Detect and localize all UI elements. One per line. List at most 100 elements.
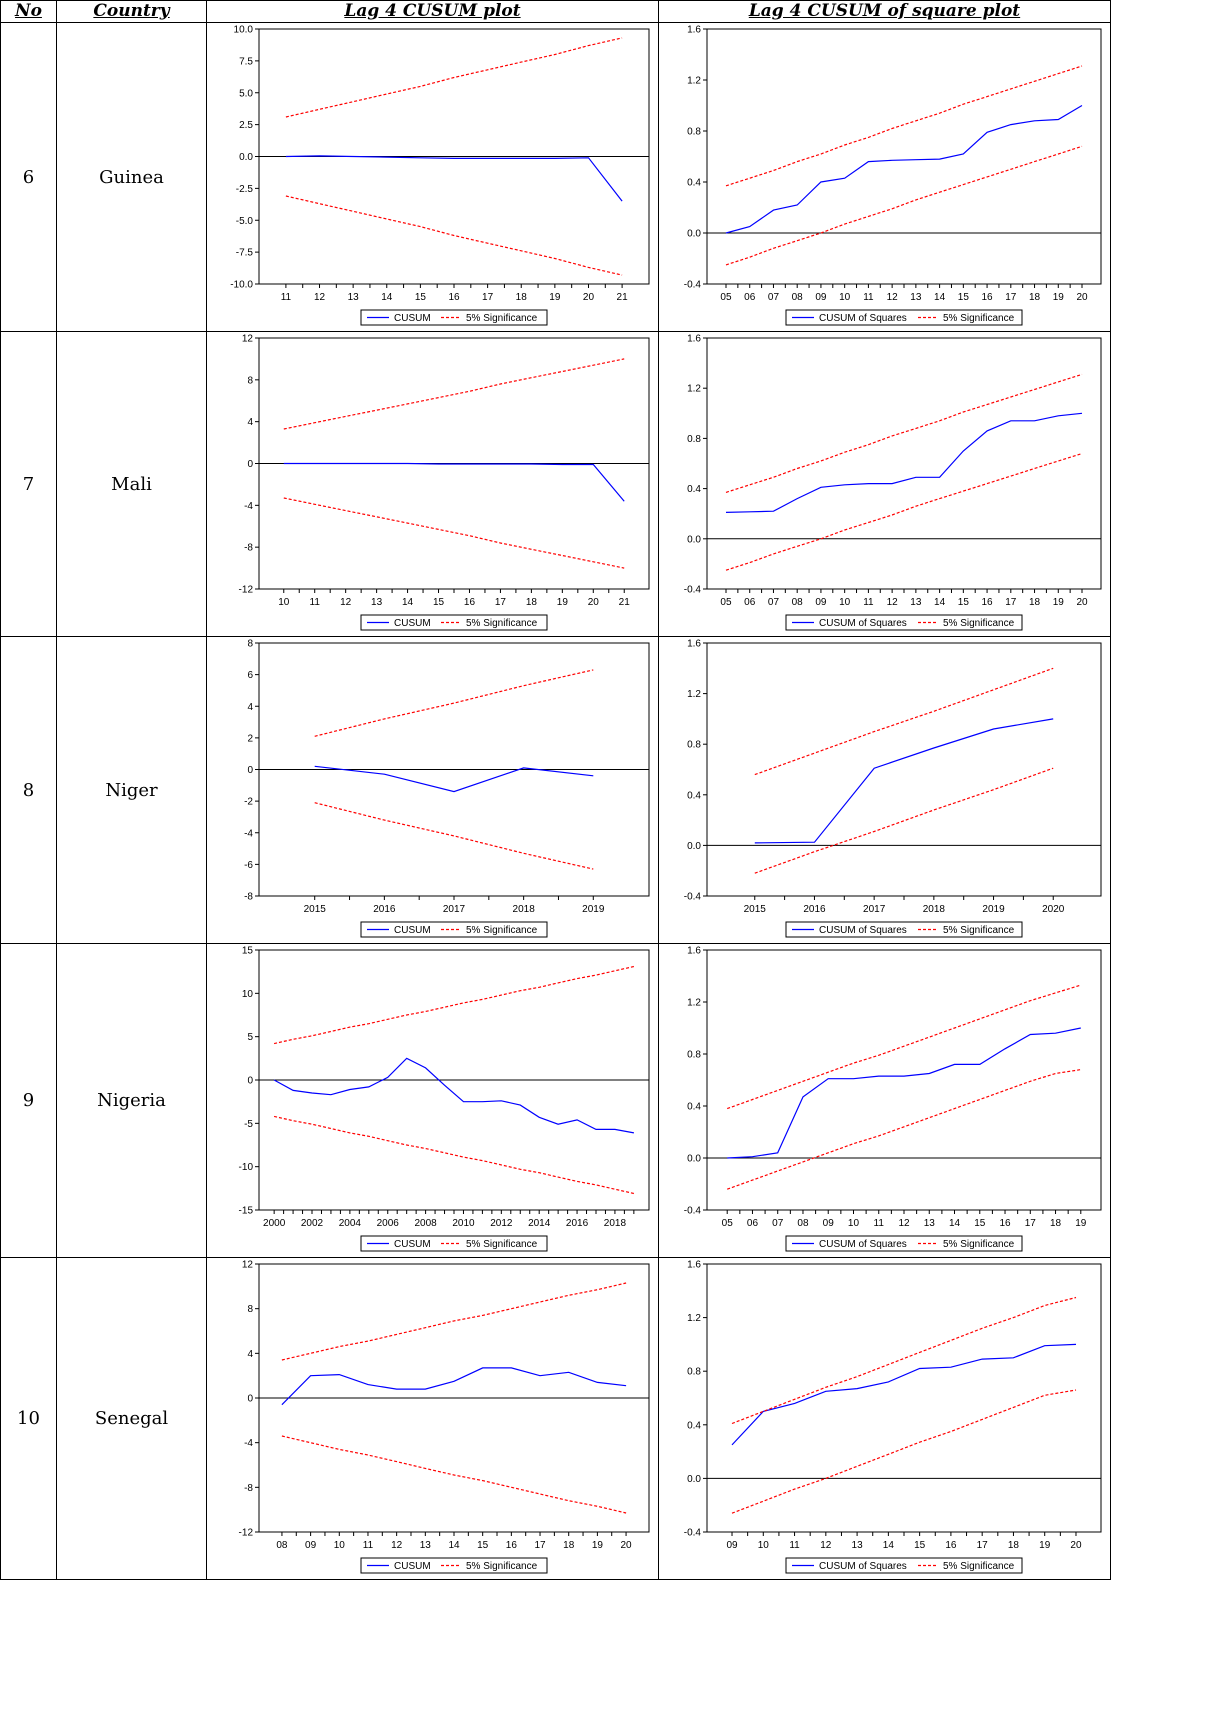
y-tick-label: 0.4 (687, 178, 701, 189)
lower-significance-line (281, 1435, 627, 1514)
lower-significance-line (725, 452, 1083, 571)
x-tick-label: 19 (1075, 1218, 1087, 1229)
x-tick-label: 10 (334, 1540, 346, 1551)
cusum-series-line (754, 718, 1054, 844)
table-row: 9 Nigeria 15 10 5 0 -5 -10 -15 2000 2002 2004 2006 20… (0, 943, 1111, 1258)
x-tick-label: 18 (1008, 1540, 1020, 1551)
x-tick-label: 10 (839, 597, 851, 608)
y-tick-label: -10.0 (230, 280, 253, 291)
x-tick-label: 09 (726, 1540, 738, 1551)
y-tick-label: -4 (244, 1438, 253, 1449)
x-tick-label: 17 (1005, 292, 1017, 303)
y-tick-label: 0.0 (687, 841, 701, 852)
x-tick-label: 11 (874, 1218, 885, 1229)
header-no: No (0, 0, 57, 23)
y-tick-label: 12 (242, 1260, 254, 1271)
y-tick-label: 0.4 (687, 1420, 701, 1431)
x-tick-label: 06 (744, 292, 756, 303)
y-tick-label: -4 (244, 828, 253, 839)
y-tick-label: 0.0 (687, 534, 701, 545)
upper-significance-line (314, 669, 594, 737)
x-tick-label: 17 (534, 1540, 546, 1551)
x-tick-label: 15 (415, 292, 427, 303)
y-tick-label: -2 (244, 797, 253, 808)
x-tick-label: 19 (592, 1540, 604, 1551)
x-tick-label: 05 (720, 292, 732, 303)
cusum-square-chart: 1.6 1.2 0.8 0.4 0.0 -0.4 05 06 07 08 09 10 11 12 13 14 1… (684, 946, 1102, 1252)
plot-frame (706, 337, 1102, 590)
row-number: 6 (0, 22, 57, 332)
cusum-chart: 15 10 5 0 -5 -10 -15 2000 2002 2004 2006 2008 2010 20… (239, 946, 650, 1252)
y-tick-label: 5 (247, 1032, 253, 1043)
cusum-chart: 10.0 7.5 5.0 2.5 0.0 -2.5 -5.0 -7.5 -10.0 11 12 13 1… (230, 25, 650, 326)
x-tick-label: 07 (768, 292, 780, 303)
x-tick-label: 19 (1039, 1540, 1051, 1551)
x-tick-label: 10 (839, 292, 851, 303)
x-tick-label: 05 (722, 1218, 734, 1229)
y-tick-label: 0.8 (687, 1367, 701, 1378)
legend-significance-label: 5% Significance (466, 1561, 538, 1572)
cusum-series-line (731, 1343, 1077, 1446)
y-tick-label: 10 (242, 989, 254, 1000)
cusum-series-line (283, 462, 625, 502)
cusum-plot-cell: 12 8 4 0 -4 -8 -12 08 09 10 11 12 13 14 15 16 17 18 19 20 CU… (206, 1257, 659, 1580)
cusum-series-line (273, 1057, 635, 1134)
y-tick-label: -0.4 (684, 280, 702, 291)
cusum-square-plot-cell: 1.6 1.2 0.8 0.4 0.0 -0.4 05 06 07 08 09 10 11 12 13 14 1… (658, 331, 1111, 637)
x-tick-label: 07 (768, 597, 780, 608)
upper-significance-line (754, 667, 1054, 776)
x-tick-label: 2010 (452, 1218, 475, 1229)
cusum-series-line (727, 1027, 1081, 1159)
cusum-series-line (725, 412, 1083, 513)
y-tick-label: 10.0 (234, 25, 254, 36)
y-tick-label: 1.6 (687, 639, 701, 650)
row-number: 8 (0, 636, 57, 944)
x-tick-label: 20 (1076, 292, 1088, 303)
x-tick-label: 14 (934, 292, 946, 303)
legend (785, 309, 1023, 326)
y-tick-label: 1.6 (687, 25, 701, 36)
y-tick-label: 6 (247, 670, 253, 681)
x-tick-label: 21 (619, 597, 631, 608)
y-tick-label: -4 (244, 501, 253, 512)
lower-significance-line (285, 195, 623, 276)
y-tick-label: -5 (244, 1119, 253, 1130)
cusum-series-line (314, 765, 594, 793)
y-tick-label: -7.5 (236, 248, 254, 259)
cusum-series-line (725, 104, 1083, 234)
header-cusum-square-plot: Lag 4 CUSUM of square plot (658, 0, 1111, 23)
x-tick-label: 13 (371, 597, 383, 608)
x-tick-label: 11 (863, 597, 874, 608)
x-tick-label: 2004 (339, 1218, 362, 1229)
y-tick-label: -8 (244, 892, 253, 903)
y-tick-label: -2.5 (236, 184, 254, 195)
cusum-plot-cell: 12 8 4 0 -4 -8 -12 10 11 12 13 14 15 16 17 18 19 20 21 CUSU… (206, 331, 659, 637)
country-name: Senegal (56, 1257, 207, 1580)
x-tick-label: 11 (789, 1540, 800, 1551)
x-tick-label: 14 (949, 1218, 961, 1229)
x-tick-label: 19 (1053, 292, 1065, 303)
plot-frame (706, 642, 1102, 897)
x-tick-label: 11 (281, 292, 292, 303)
legend (785, 921, 1023, 938)
y-tick-label: 1.2 (687, 689, 701, 700)
cusum-square-plot-cell: 1.6 1.2 0.8 0.4 0.0 -0.4 09 10 11 12 13 14 15 16 17 18 1… (658, 1257, 1111, 1580)
x-tick-label: 11 (363, 1540, 374, 1551)
x-tick-label: 12 (887, 597, 899, 608)
x-tick-label: 05 (720, 597, 732, 608)
legend-cusum-label: CUSUM of Squares (819, 313, 907, 324)
row-number: 10 (0, 1257, 57, 1580)
x-tick-label: 2015 (744, 904, 767, 915)
x-tick-label: 15 (958, 597, 970, 608)
x-tick-label: 15 (958, 292, 970, 303)
x-tick-label: 08 (797, 1218, 809, 1229)
x-tick-label: 2000 (263, 1218, 286, 1229)
country-name: Niger (56, 636, 207, 944)
y-tick-label: 0 (247, 1394, 253, 1405)
y-tick-label: 15 (242, 946, 254, 957)
legend (785, 614, 1023, 631)
y-tick-label: 2.5 (239, 120, 253, 131)
row-number: 9 (0, 943, 57, 1258)
x-tick-label: 13 (348, 292, 360, 303)
y-tick-label: 0 (247, 459, 253, 470)
